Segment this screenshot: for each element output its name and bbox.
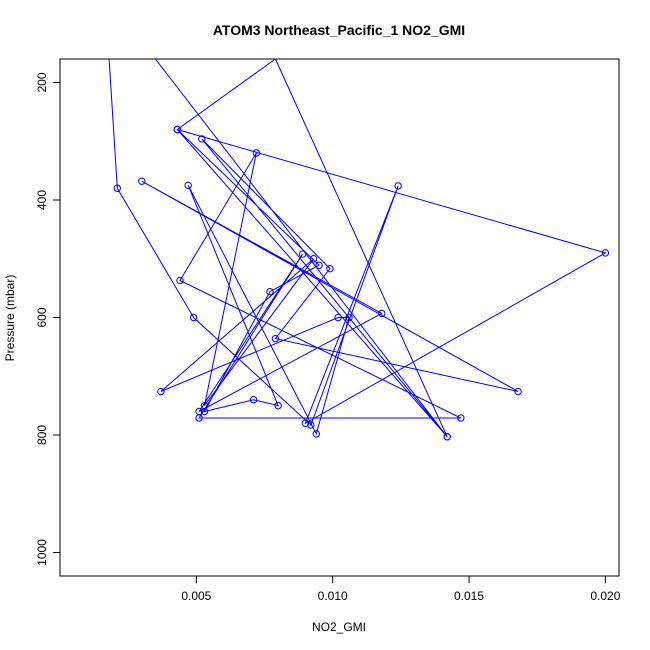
data-point (345, 313, 353, 322)
data-point (113, 184, 121, 192)
data-point (298, 250, 307, 258)
y-axis: 200 400 600 800 1000 (35, 72, 60, 566)
data-point (601, 249, 610, 257)
data-point (195, 414, 203, 422)
data-point (157, 387, 165, 396)
data-point (138, 177, 146, 185)
data-point (378, 309, 386, 318)
data-point (326, 265, 334, 273)
y-axis-label: Pressure (mbar) (3, 275, 17, 362)
x-axis: 0.005 0.010 0.015 0.020 (181, 576, 621, 603)
data-point (198, 135, 206, 143)
data-point (184, 181, 192, 190)
y-tick-label: 800 (35, 425, 49, 445)
data-point (266, 287, 274, 296)
data-point (301, 419, 310, 427)
data-point (200, 401, 209, 410)
data-point (173, 125, 181, 134)
data-point (274, 401, 282, 410)
data-point (249, 396, 258, 404)
x-tick-label: 0.010 (318, 589, 348, 603)
data-point (457, 414, 465, 422)
data-point (312, 430, 321, 438)
data-point (394, 182, 402, 190)
marker-layer (113, 125, 610, 441)
data-point (200, 407, 209, 416)
data-point (252, 149, 261, 157)
x-tick-label: 0.020 (590, 589, 620, 603)
data-point (271, 334, 280, 343)
x-tick-label: 0.015 (454, 589, 484, 603)
y-tick-label: 200 (35, 72, 49, 92)
data-point (443, 433, 451, 441)
data-point (315, 261, 323, 269)
data-point (334, 313, 342, 322)
x-axis-label: NO2_GMI (312, 620, 366, 634)
y-tick-label: 400 (35, 190, 49, 210)
data-point (176, 276, 184, 285)
data-point (514, 387, 522, 396)
series-layer (108, 59, 607, 438)
series-line (108, 59, 607, 438)
y-tick-label: 1000 (35, 539, 49, 566)
x-tick-label: 0.005 (181, 589, 211, 603)
data-point (189, 313, 198, 322)
chart-title: ATOM3 Northeast_Pacific_1 NO2_GMI (213, 22, 465, 38)
y-tick-label: 600 (35, 307, 49, 327)
data-point (309, 255, 318, 263)
